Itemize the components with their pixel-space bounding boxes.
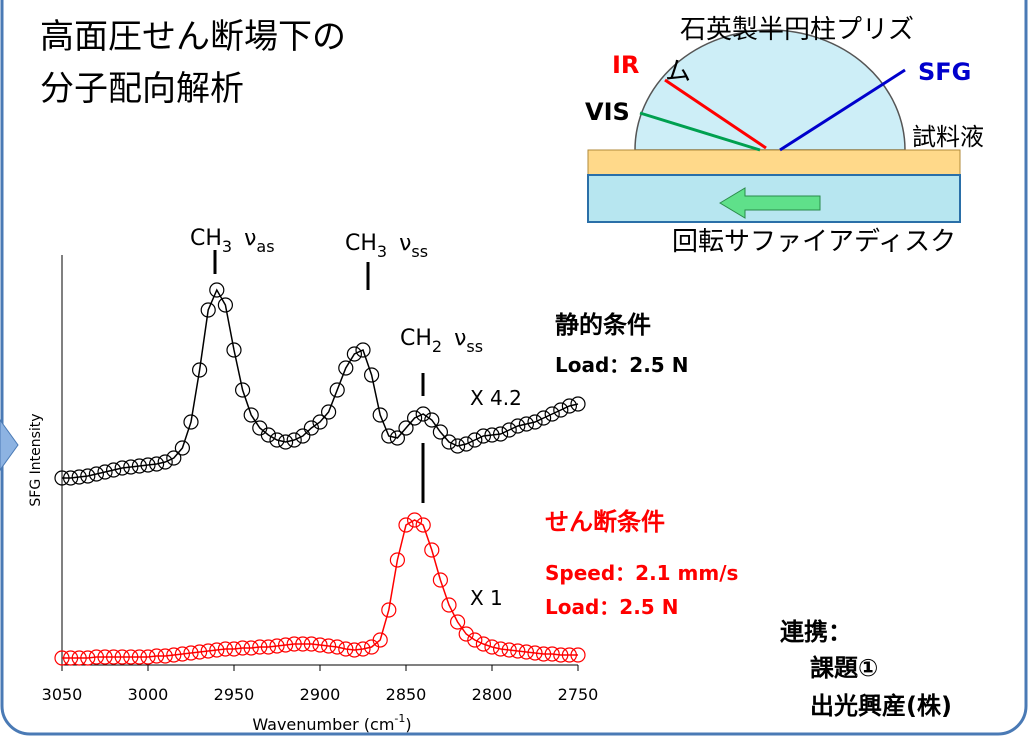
x-label-part: Wavenumber (cm: [252, 715, 394, 734]
mode: ν: [399, 231, 411, 256]
ir-label: IR: [612, 51, 639, 79]
x-tick-label: 2750: [558, 685, 599, 704]
mode-sub: as: [256, 237, 274, 256]
x-label-sup: -1: [394, 712, 405, 725]
sfg-diagram: 石英製半円柱プリズ ム IR VIS SFG 試料液 回転サファイアディスク: [585, 15, 984, 257]
condition: Load：2.5 N: [545, 595, 678, 619]
side-arrow: [0, 420, 18, 470]
x-tick-label: 2850: [386, 685, 427, 704]
mode: ν: [244, 226, 256, 251]
mode-sub: ss: [466, 337, 483, 356]
disk-label: 回転サファイアディスク: [672, 227, 956, 257]
collaboration: 連携： 課題① 出光興産(株): [780, 618, 952, 720]
x-tick-label: 2950: [214, 685, 255, 704]
prism: [635, 30, 905, 150]
x-axis-label: Wavenumber (cm-1): [252, 712, 411, 734]
collab-text: 課題①: [810, 654, 878, 682]
sfg-label: SFG: [918, 58, 971, 86]
sample-layer: [588, 150, 960, 175]
species-sub: 2: [432, 337, 442, 356]
vis-label: VIS: [585, 98, 630, 126]
slide: 高面圧せん断場下の 分子配向解析 石英製半円柱プリズ ム IR VIS SFG …: [0, 0, 1029, 736]
y-axis-label: SFG Intensity: [28, 413, 44, 506]
title-line: 高面圧せん断場下の: [40, 17, 346, 57]
species-sub: 3: [377, 242, 387, 261]
x-tick-label: 2900: [300, 685, 341, 704]
scale-factor: X 1: [470, 586, 503, 610]
species: CH: [190, 226, 222, 251]
prism-label: ム: [665, 57, 691, 87]
series-label: せん断条件: [545, 508, 665, 536]
x-tick-label: 3000: [128, 685, 169, 704]
series-label: 静的条件: [555, 311, 651, 339]
species: CH: [400, 326, 432, 351]
collab-text: 出光興産(株): [810, 692, 952, 720]
prism-label: 石英製半円柱プリズ: [680, 15, 914, 45]
mode-sub: ss: [411, 242, 428, 261]
series-line: [62, 290, 578, 478]
scale-factor: X 4.2: [470, 386, 522, 410]
mode: ν: [454, 326, 466, 351]
title-line: 分子配向解析: [40, 69, 244, 109]
collab-text: 連携：: [780, 618, 852, 646]
condition: Load：2.5 N: [555, 353, 688, 377]
condition: Speed：2.1 mm/s: [545, 561, 738, 585]
x-tick-label: 2800: [472, 685, 513, 704]
sample-label: 試料液: [912, 123, 984, 151]
x-tick-label: 3050: [42, 685, 83, 704]
species-sub: 3: [222, 237, 232, 256]
x-label-part: ): [405, 715, 411, 734]
species: CH: [345, 231, 377, 256]
peak-label: CH3νss: [345, 231, 428, 261]
